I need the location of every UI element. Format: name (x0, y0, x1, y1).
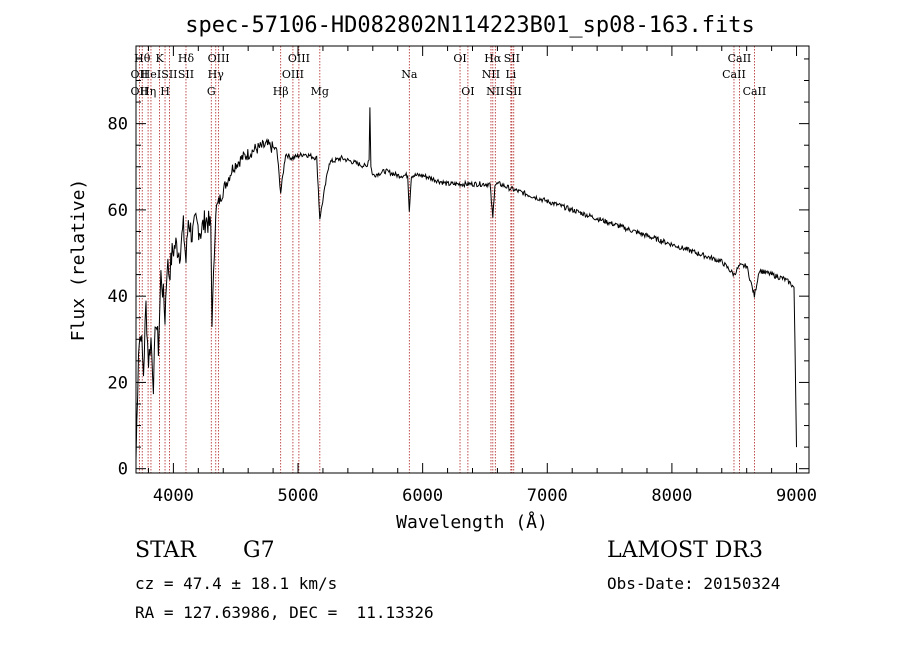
line-label: OII (131, 85, 149, 98)
x-tick-label: 5000 (278, 486, 319, 506)
redshift-readout: cz = 47.4 ± 18.1 km/s (135, 574, 338, 593)
y-axis: 0 20 40 60 80 (108, 58, 809, 480)
line-label: CaII (722, 68, 746, 81)
x-tick-label: 4000 (153, 486, 194, 506)
plot-frame (135, 45, 810, 474)
line-label: HeI (141, 68, 161, 81)
line-label: Mg (311, 85, 329, 98)
line-label: Hθ (134, 52, 151, 65)
line-label: SII (161, 68, 177, 81)
line-label: H (160, 85, 170, 98)
line-label: SII (504, 52, 520, 65)
x-axis-label: Wavelength (Å) (396, 511, 548, 533)
line-label: SII (506, 85, 522, 98)
line-label: NII (482, 68, 500, 81)
object-class: STAR (135, 538, 196, 563)
line-label: OI (453, 52, 466, 65)
line-label: Na (401, 68, 418, 81)
emission-line-markers (138, 46, 755, 473)
line-label: Hδ (178, 52, 195, 65)
spectrum-series-line (135, 107, 797, 461)
line-label: NII (486, 85, 504, 98)
y-tick-label: 60 (108, 201, 128, 221)
spectral-subclass: G7 (243, 538, 275, 563)
line-label: Hγ (208, 68, 225, 81)
line-label: Li (505, 68, 516, 81)
y-tick-label: 80 (108, 115, 128, 135)
x-axis: 4000 5000 6000 7000 8000 9000 (147, 46, 817, 506)
chart-title: spec-57106-HD082802N114223B01_sp08-163.f… (185, 13, 755, 38)
x-tick-label: 8000 (651, 486, 692, 506)
line-label: OIII (282, 68, 304, 81)
line-label: OII (131, 68, 149, 81)
observation-date: Obs-Date: 20150324 (607, 574, 781, 593)
line-label: OIII (208, 52, 230, 65)
line-label: K (155, 52, 164, 65)
y-axis-label: Flux (relative) (68, 179, 89, 342)
line-label: Hα (484, 52, 502, 65)
x-tick-label: 9000 (776, 486, 817, 506)
x-tick-label: 6000 (402, 486, 443, 506)
survey-name: LAMOST DR3 (607, 538, 763, 563)
spectrum-chart: spec-57106-HD082802N114223B01_sp08-163.f… (68, 13, 817, 533)
line-label: CaII (728, 52, 752, 65)
x-tick-label: 7000 (527, 486, 568, 506)
y-tick-label: 40 (108, 287, 128, 307)
line-label: Hη (140, 85, 156, 98)
line-label: SII (178, 68, 194, 81)
coordinates-readout: RA = 127.63986, DEC = 11.13326 (135, 603, 434, 622)
line-label: OI (461, 85, 474, 98)
line-label: OIII (288, 52, 310, 65)
line-label: Hβ (273, 85, 289, 98)
y-tick-label: 20 (108, 373, 128, 393)
emission-line-labels: OIIOIIHθHηHeIKHSIIHδSIIGHγOIIIHβOIIIOIII… (131, 52, 767, 98)
line-label: CaII (743, 85, 767, 98)
line-label: G (207, 85, 216, 98)
y-tick-label: 0 (118, 460, 128, 480)
